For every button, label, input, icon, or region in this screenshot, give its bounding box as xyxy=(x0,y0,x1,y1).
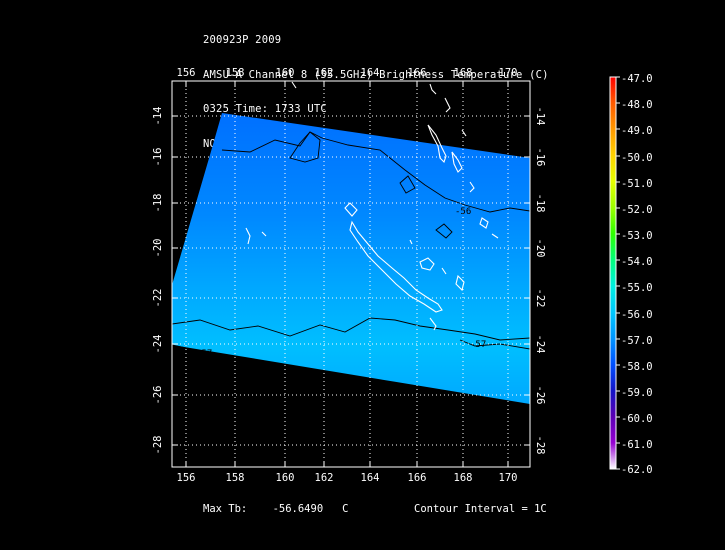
colorbar-label: -62.0 xyxy=(621,464,653,476)
colorbar-label: -54.0 xyxy=(621,256,653,268)
lat-label-left-24: -24 xyxy=(152,335,164,354)
lat-lon-grid xyxy=(172,81,530,467)
lon-label-bottom-162: 162 xyxy=(315,472,334,484)
product-title: AMSU-A Channel 8 (55.5GHz) Brightness Te… xyxy=(203,68,549,81)
colorbar-label: -49.0 xyxy=(621,125,653,137)
lon-label-bottom-156: 156 xyxy=(177,472,196,484)
lat-label-left-18: -18 xyxy=(152,194,164,213)
colorbar-label: -56.0 xyxy=(621,309,653,321)
max-tb-unit: C xyxy=(342,503,349,515)
colorbar-label: -60.0 xyxy=(621,413,653,425)
lat-label-left-14: -14 xyxy=(152,107,164,126)
lat-label-right-14: -14 xyxy=(534,107,546,126)
colorbar-label: -53.0 xyxy=(621,230,653,242)
satellite-swath xyxy=(172,113,530,404)
coastlines xyxy=(245,81,499,331)
axis-ticks xyxy=(172,81,530,467)
colorbar-label: -58.0 xyxy=(621,361,653,373)
lon-label-top-156: 156 xyxy=(177,67,196,79)
lat-label-right-22: -22 xyxy=(534,289,546,308)
colorbar-label: -55.0 xyxy=(621,282,653,294)
lon-label-bottom-158: 158 xyxy=(226,472,245,484)
lon-label-top-160: 160 xyxy=(276,67,295,79)
lon-label-top-162: 162 xyxy=(315,67,334,79)
lat-label-left-20: -20 xyxy=(152,239,164,258)
storm-id-year: 200923P 2009 xyxy=(203,34,282,46)
max-tb-value: -56.6490 xyxy=(272,503,324,515)
lon-label-bottom-170: 170 xyxy=(499,472,518,484)
lat-label-left-28: -28 xyxy=(152,436,164,455)
colorbar-label: -52.0 xyxy=(621,204,653,216)
lat-label-left-22: -22 xyxy=(152,289,164,308)
lon-label-bottom-168: 168 xyxy=(454,472,473,484)
lat-label-right-26: -26 xyxy=(534,386,546,405)
colorbar-label: -48.0 xyxy=(621,99,653,111)
lat-label-right-24: -24 xyxy=(534,335,546,354)
lon-label-top-166: 166 xyxy=(408,67,427,79)
lon-label-top-158: 158 xyxy=(226,67,245,79)
colorbar-ticks xyxy=(616,76,620,470)
max-tb-readout: Max Tb: -56.6490 C xyxy=(203,503,348,515)
max-tb-label: Max Tb: xyxy=(203,503,248,515)
lon-label-top-164: 164 xyxy=(361,67,380,79)
lon-label-top-170: 170 xyxy=(499,67,518,79)
lon-label-bottom-164: 164 xyxy=(361,472,380,484)
observation-time: 0325 Time: 1733 UTC xyxy=(203,103,327,115)
lon-label-bottom-166: 166 xyxy=(408,472,427,484)
lat-label-right-18: -18 xyxy=(534,194,546,213)
lat-label-right-16: -16 xyxy=(534,148,546,167)
colorbar-label: -50.0 xyxy=(621,152,653,164)
contour-interval: Contour Interval = 1C xyxy=(414,503,547,515)
colorbar-label: -47.0 xyxy=(621,73,653,85)
contour-label: -57 xyxy=(196,349,212,359)
colorbar-label: -59.0 xyxy=(621,387,653,399)
colorbar-label: -61.0 xyxy=(621,439,653,451)
lon-label-top-168: 168 xyxy=(454,67,473,79)
lat-label-right-28: -28 xyxy=(534,436,546,455)
contour-label: -56 xyxy=(455,207,471,217)
lat-label-right-20: -20 xyxy=(534,239,546,258)
contour-label: -57 xyxy=(470,340,486,350)
lat-label-left-16: -16 xyxy=(152,148,164,167)
lon-label-bottom-160: 160 xyxy=(276,472,295,484)
colorbar xyxy=(609,76,617,470)
colorbar-label: -51.0 xyxy=(621,178,653,190)
map-frame xyxy=(171,80,531,468)
lat-label-left-26: -26 xyxy=(152,386,164,405)
colorbar-label: -57.0 xyxy=(621,335,653,347)
